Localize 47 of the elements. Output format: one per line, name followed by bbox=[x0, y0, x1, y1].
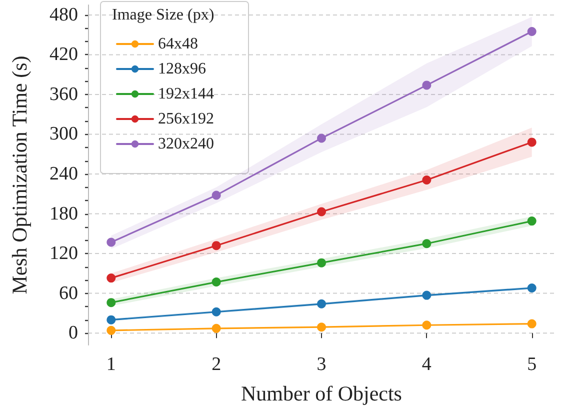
y-tick-label: 240 bbox=[50, 164, 78, 185]
point bbox=[422, 80, 432, 90]
point bbox=[317, 258, 326, 268]
legend-label: 64x48 bbox=[158, 36, 198, 52]
y-axis-title: Mesh Optimization Time (s) bbox=[8, 56, 32, 294]
y-tick-label: 0 bbox=[68, 322, 78, 344]
legend-title: Image Size (px) bbox=[112, 6, 214, 24]
point bbox=[422, 320, 432, 330]
point bbox=[212, 307, 221, 316]
point bbox=[212, 278, 221, 287]
y-tick-label: 300 bbox=[50, 124, 78, 145]
point bbox=[212, 190, 221, 200]
y-tick-label: 120 bbox=[50, 243, 78, 264]
x-tick-label: 2 bbox=[212, 354, 222, 375]
point bbox=[212, 241, 221, 250]
point bbox=[527, 216, 536, 226]
point bbox=[106, 238, 116, 247]
point bbox=[317, 322, 326, 332]
point bbox=[106, 274, 116, 283]
point bbox=[212, 324, 221, 333]
y-tick-label: 180 bbox=[50, 203, 78, 224]
y-tick-label: 480 bbox=[50, 4, 78, 26]
y-tick-label: 360 bbox=[50, 84, 78, 105]
point bbox=[422, 175, 432, 184]
x-tick-label: 4 bbox=[422, 354, 432, 375]
legend-label: 192x144 bbox=[158, 86, 214, 102]
point bbox=[106, 298, 116, 308]
x-tick-label: 3 bbox=[316, 354, 326, 375]
point bbox=[106, 326, 116, 335]
point bbox=[527, 138, 536, 147]
legend-label: 128x96 bbox=[158, 60, 206, 78]
point bbox=[527, 27, 536, 36]
point bbox=[527, 284, 536, 292]
legend-label: 320x240 bbox=[158, 136, 214, 152]
y-tick-label: 60 bbox=[59, 282, 78, 304]
point bbox=[422, 290, 432, 300]
point bbox=[422, 239, 432, 248]
legend-label: 256x192 bbox=[158, 110, 214, 128]
x-tick-label: 5 bbox=[527, 354, 537, 375]
point bbox=[317, 134, 326, 143]
point bbox=[317, 299, 326, 308]
point bbox=[527, 319, 536, 328]
x-tick-label: 1 bbox=[106, 354, 116, 375]
x-axis-title: Number of Objects bbox=[241, 382, 402, 406]
y-tick-label: 420 bbox=[50, 44, 78, 66]
point bbox=[106, 315, 116, 324]
point bbox=[317, 207, 326, 216]
